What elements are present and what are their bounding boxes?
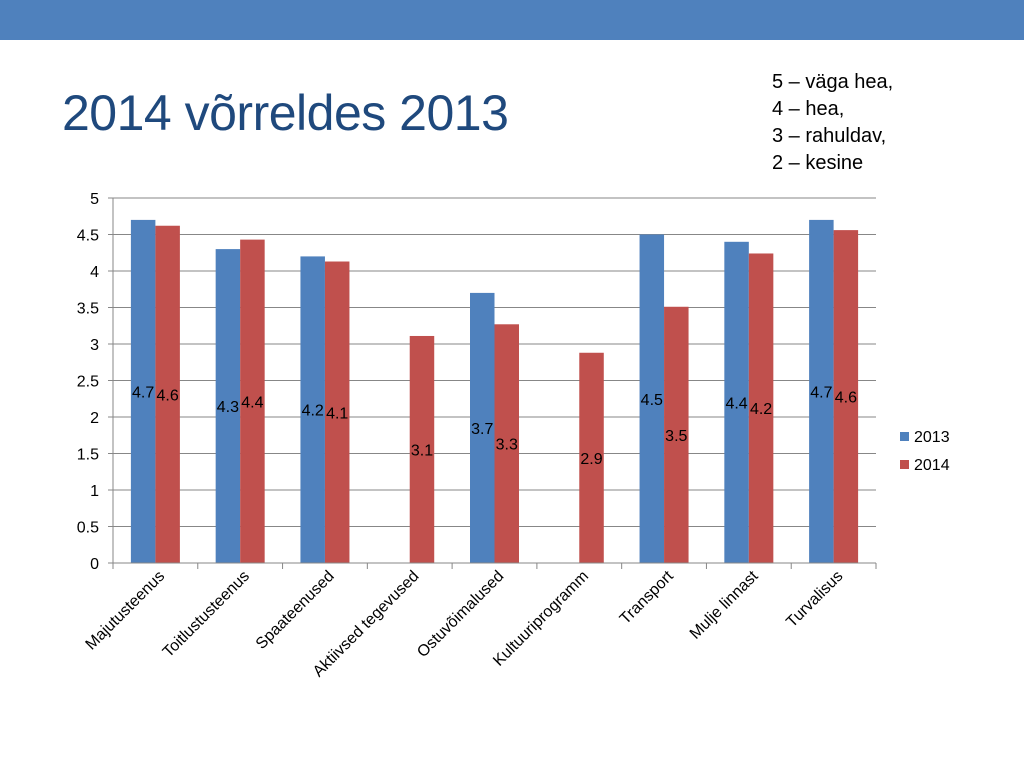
scale-note-line: 2 – kesine — [772, 152, 864, 174]
y-tick-label: 3 — [90, 337, 99, 354]
data-label: 4.4 — [725, 395, 747, 412]
y-tick-label: 1 — [90, 483, 99, 500]
y-tick-label: 2.5 — [77, 374, 99, 391]
data-label: 4.3 — [217, 399, 239, 416]
top-accent-band — [0, 0, 1024, 40]
y-tick-label: 3.5 — [77, 301, 99, 318]
bar-2014 — [324, 261, 350, 563]
bar-2014 — [579, 352, 604, 563]
x-category-label: Toitlustusteenus — [160, 568, 253, 661]
x-category-label: Transport — [617, 567, 677, 627]
scale-note-line: 3 – rahuldav, — [772, 125, 887, 147]
x-category-label: Turvalisus — [783, 568, 846, 631]
y-tick-label: 0 — [90, 556, 99, 573]
bar-2014 — [833, 230, 859, 563]
data-label: 4.6 — [157, 387, 179, 404]
scale-note-line: 4 – hea, — [772, 98, 845, 120]
data-label: 4.7 — [132, 384, 154, 401]
data-label: 4.1 — [326, 405, 348, 422]
bar-2013 — [639, 234, 665, 563]
data-label: 3.7 — [471, 421, 493, 438]
y-tick-label: 4.5 — [77, 228, 99, 245]
x-category-label: Mulje linnast — [687, 567, 762, 642]
x-category-label: Majutusteenus — [83, 568, 169, 654]
legend-label: 2013 — [914, 429, 950, 446]
bar-2014 — [664, 306, 689, 563]
bar-2013 — [724, 241, 749, 564]
bar-2014 — [155, 225, 180, 564]
legend-label: 2014 — [914, 457, 950, 474]
y-tick-label: 5 — [90, 191, 99, 208]
data-label: 2.9 — [580, 451, 602, 468]
data-label: 4.2 — [302, 403, 324, 420]
bar-2013 — [300, 256, 325, 563]
x-category-label: Ostuvõimalused — [414, 568, 507, 661]
data-label: 4.6 — [835, 390, 857, 407]
legend-swatch-2014 — [900, 460, 909, 469]
data-label: 3.3 — [496, 437, 518, 454]
legend-swatch-2013 — [900, 432, 909, 441]
data-label: 4.5 — [641, 392, 663, 409]
data-label: 3.1 — [411, 442, 433, 459]
bar-2013 — [809, 219, 834, 563]
data-label: 4.7 — [810, 384, 832, 401]
scale-legend-note: 5 – väga hea, 4 – hea, 3 – rahuldav, 2 –… — [772, 69, 893, 177]
bar-2014 — [494, 324, 519, 563]
y-tick-label: 2 — [90, 410, 99, 427]
scale-note-line: 5 – väga hea, — [772, 71, 894, 93]
y-tick-label: 4 — [90, 264, 99, 281]
slide-title: 2014 võrreldes 2013 — [62, 85, 509, 141]
bar-2013 — [470, 292, 495, 563]
bar-2013 — [130, 219, 156, 563]
bar-2014 — [240, 239, 265, 564]
bar-2014 — [748, 253, 774, 564]
x-category-label: Spaateenused — [253, 568, 338, 653]
data-label: 4.2 — [750, 401, 772, 418]
bar-2014 — [409, 335, 435, 563]
bar-2013 — [215, 249, 241, 563]
x-category-label: Kultuuriprogramm — [490, 568, 592, 670]
y-tick-label: 1.5 — [77, 447, 99, 464]
y-tick-label: 0.5 — [77, 520, 99, 537]
data-label: 3.5 — [665, 428, 687, 445]
data-label: 4.4 — [241, 394, 263, 411]
